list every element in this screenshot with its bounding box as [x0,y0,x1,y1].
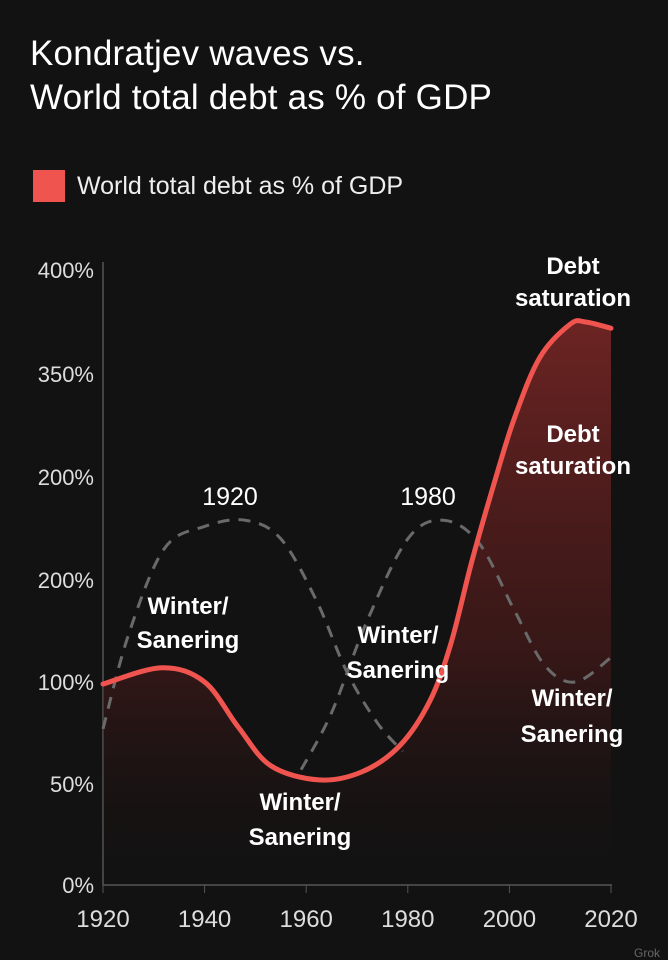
annotation-winter-2-line1: Winter/ [259,789,340,816]
annotation-winter-4-line2: Sanering [521,721,624,748]
annotation-winter-4-line1: Winter/ [531,685,612,712]
debt-area-fill [103,320,611,885]
x-tick-label: 1940 [178,906,231,933]
annotation-winter-1-line1: Winter/ [147,593,228,620]
legend-swatch [33,170,65,202]
annotation-winter-1-line2: Sanering [137,627,240,654]
annotation-debt-1-line1: Debt [546,253,599,280]
annotation-debt-2-line2: saturation [515,453,631,480]
legend-label: World total debt as % of GDP [77,171,404,200]
x-tick-label: 2020 [584,906,637,933]
debt-line [100,318,614,783]
title-line-1: Kondratjev waves vs. [30,34,365,73]
y-tick-label: 100% [38,670,94,695]
x-tick-label: 1920 [76,906,129,933]
annotation-debt-2-line1: Debt [546,421,599,448]
y-tick-label: 200% [38,568,94,593]
y-tick-label: 0% [62,873,94,898]
wave-peak-label-1920: 1920 [202,483,258,511]
annotation-winter-3-line1: Winter/ [357,622,438,649]
title-line-2: World total debt as % of GDP [30,78,493,117]
kondratjev-wave-1 [101,518,404,753]
x-tick-label: 1960 [280,906,333,933]
legend: World total debt as % of GDP [33,170,403,202]
annotation-debt-1-line2: saturation [515,285,631,312]
x-tick-label: 2000 [483,906,536,933]
chart-title: Kondratjev waves vs. World total debt as… [30,32,492,120]
y-tick-label: 50% [50,772,94,797]
x-tick-label: 1980 [381,906,434,933]
grok-watermark: Grok [633,946,660,960]
y-tick-label: 350% [38,362,94,387]
wave-peak-label-1980: 1980 [400,483,456,511]
y-tick-label: 200% [38,465,94,490]
annotation-winter-2-line2: Sanering [249,824,352,851]
annotation-winter-3-line2: Sanering [347,657,450,684]
y-tick-label: 400% [38,258,94,283]
